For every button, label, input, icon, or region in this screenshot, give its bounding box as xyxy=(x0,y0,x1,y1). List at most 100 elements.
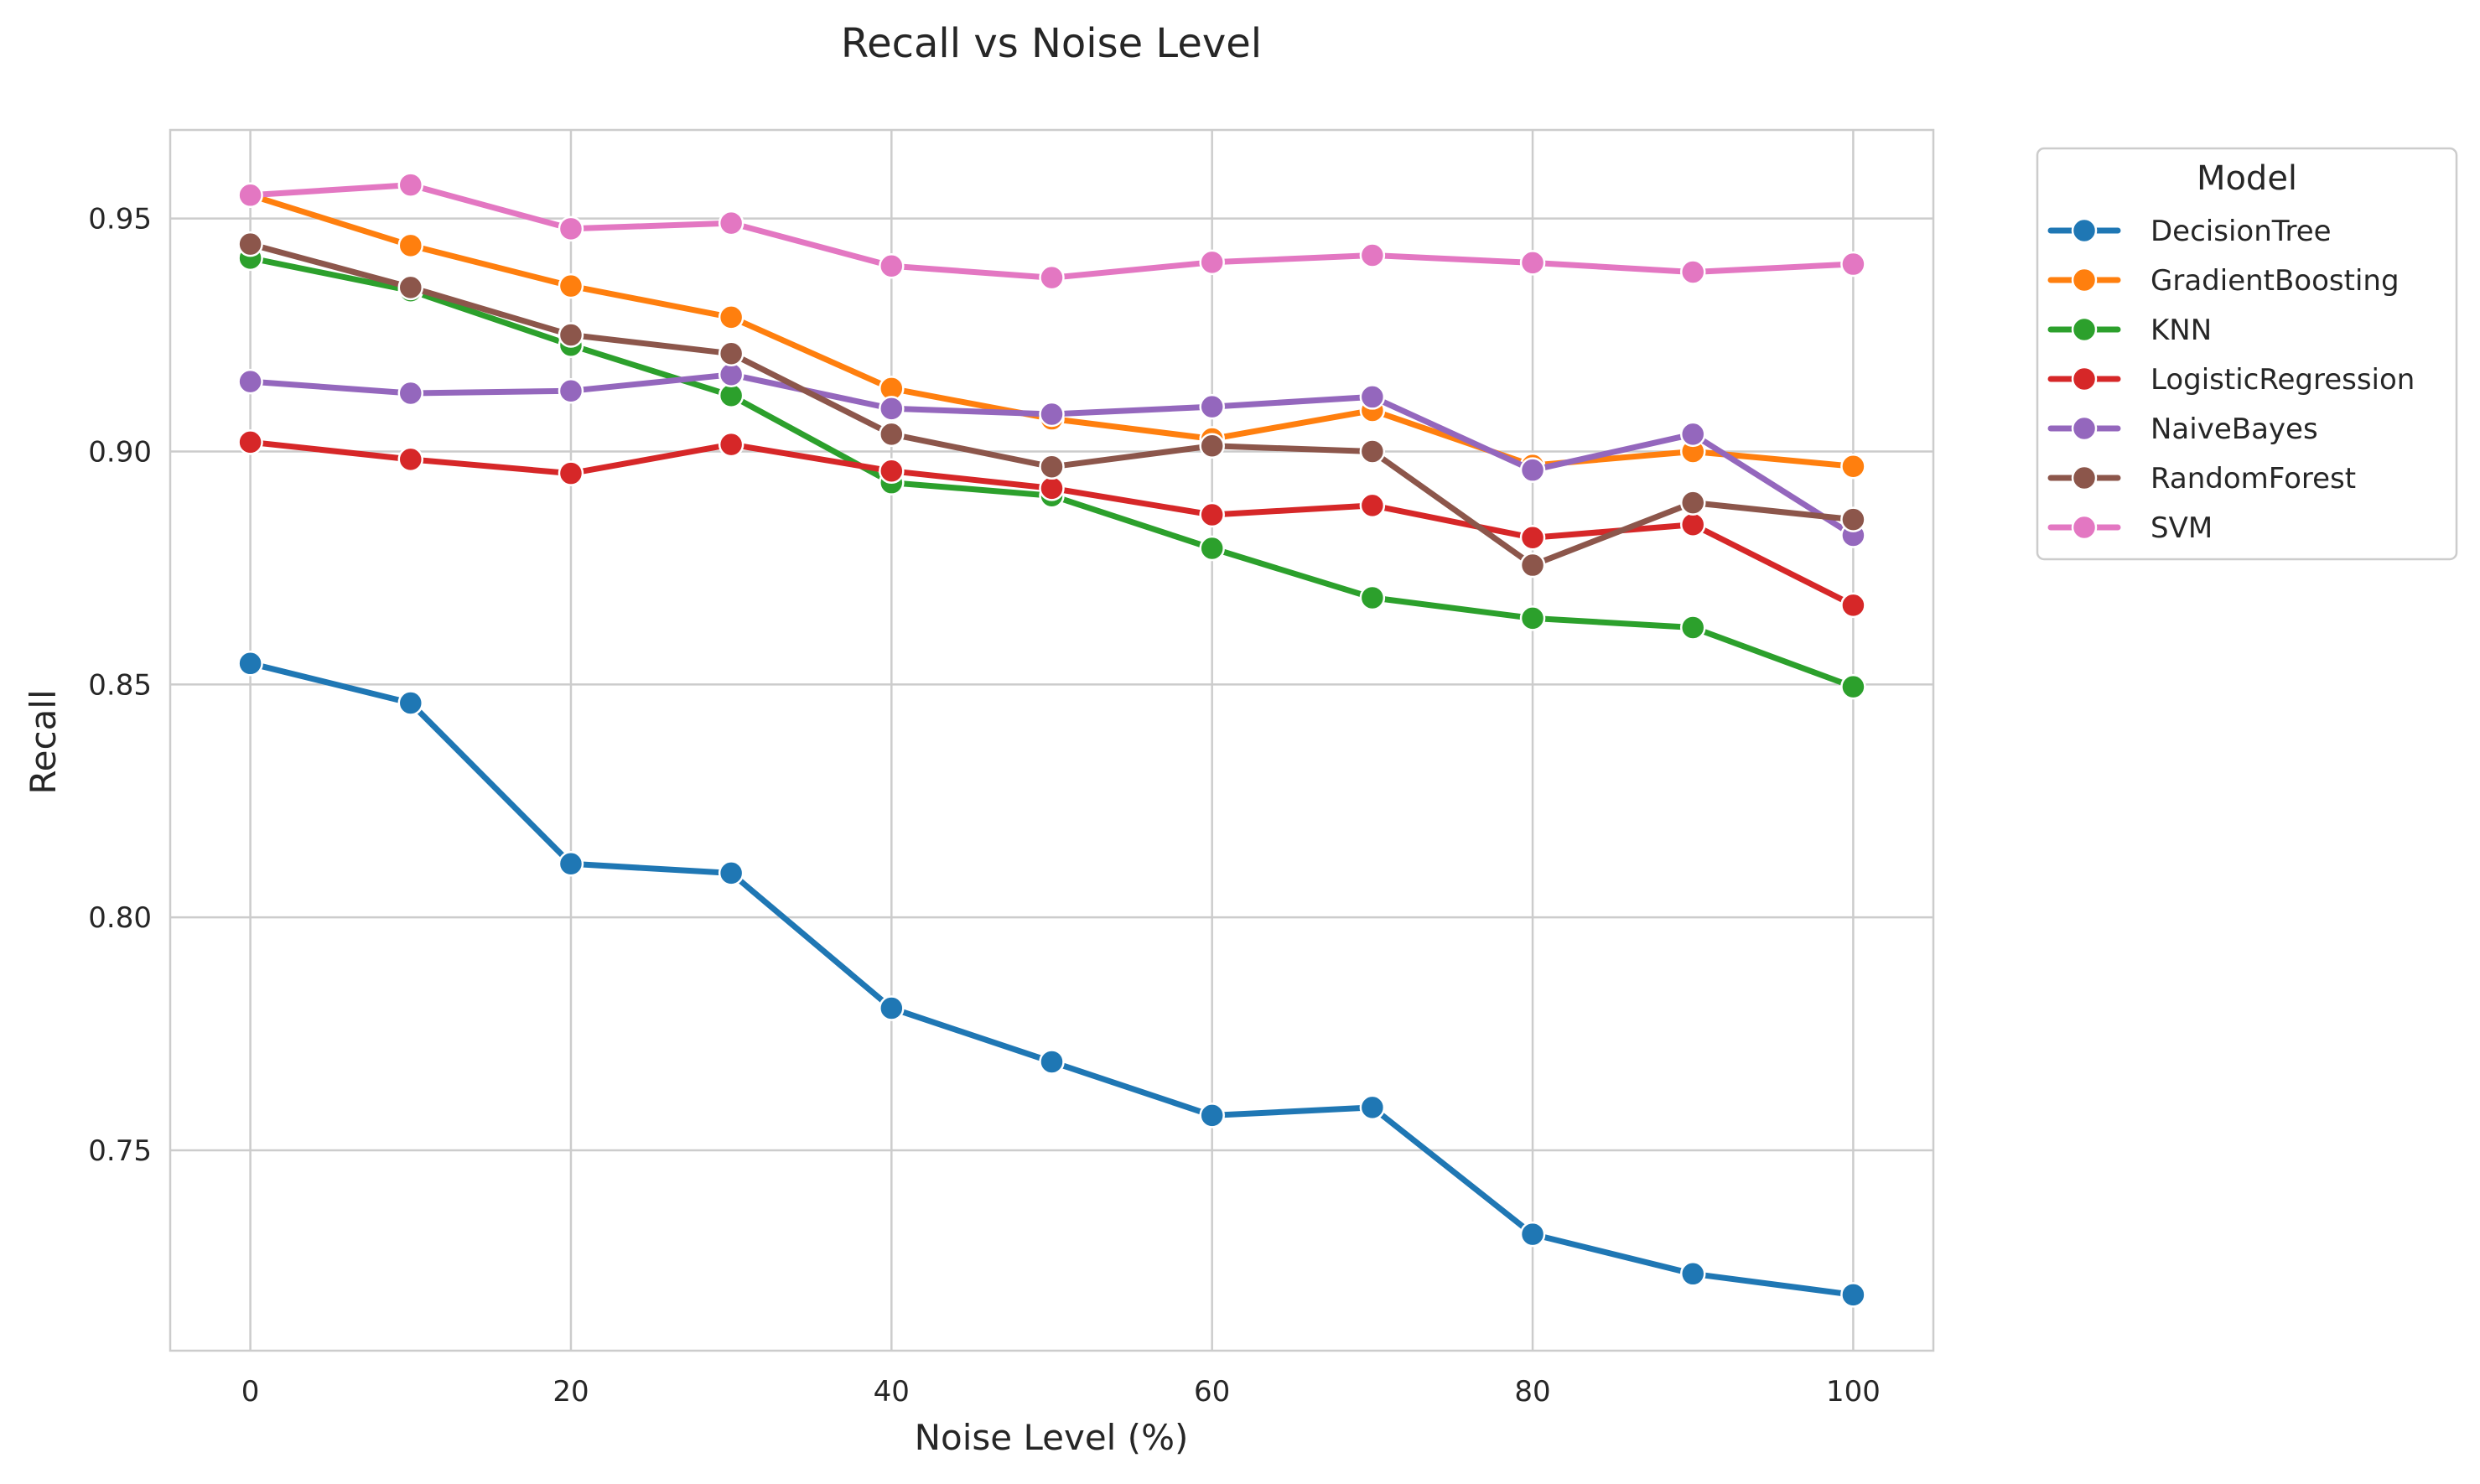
data-point-decisiontree xyxy=(1039,1049,1065,1075)
data-point-knn xyxy=(1199,535,1225,562)
data-point-randomforest xyxy=(1039,454,1065,480)
data-point-knn xyxy=(1840,673,1866,700)
x-tick-label: 40 xyxy=(874,1375,910,1409)
data-point-logisticregression xyxy=(397,446,424,473)
data-point-knn xyxy=(1679,615,1706,641)
data-point-svm xyxy=(718,210,745,236)
x-tick-label: 60 xyxy=(1194,1375,1230,1409)
data-point-svm xyxy=(879,253,905,279)
legend-label-decisiontree: DecisionTree xyxy=(2151,215,2332,248)
legend-marker-svm xyxy=(2071,514,2098,541)
data-point-knn xyxy=(1519,605,1546,631)
data-point-svm xyxy=(558,215,584,242)
data-point-decisiontree xyxy=(718,860,745,886)
plot-area xyxy=(169,128,1935,1352)
data-point-logisticregression xyxy=(879,458,905,485)
series-layer xyxy=(237,172,1866,1308)
data-point-svm xyxy=(1679,259,1706,285)
data-point-randomforest xyxy=(237,231,263,257)
series-randomforest xyxy=(237,231,1866,579)
legend-item-logisticregression: LogisticRegression xyxy=(2047,363,2415,397)
data-point-randomforest xyxy=(718,340,745,366)
data-point-decisiontree xyxy=(1679,1261,1706,1287)
series-decisiontree xyxy=(237,651,1866,1308)
data-point-decisiontree xyxy=(1199,1103,1225,1129)
series-svm xyxy=(237,172,1866,291)
legend-item-knn: KNN xyxy=(2047,314,2212,347)
y-tick-label: 0.85 xyxy=(88,668,152,702)
series-logisticregression xyxy=(237,429,1866,619)
data-point-naivebayes xyxy=(558,377,584,404)
data-point-naivebayes xyxy=(1199,393,1225,420)
data-point-knn xyxy=(1359,584,1386,611)
series-gradientboosting xyxy=(237,182,1866,480)
data-point-randomforest xyxy=(1519,552,1546,579)
data-point-naivebayes xyxy=(1039,401,1065,428)
x-tick-label: 80 xyxy=(1514,1375,1550,1409)
data-point-decisiontree xyxy=(1359,1094,1386,1121)
data-point-svm xyxy=(1840,251,1866,278)
data-point-randomforest xyxy=(1679,490,1706,516)
legend-label-naivebayes: NaiveBayes xyxy=(2151,413,2318,446)
data-point-randomforest xyxy=(558,322,584,348)
legend-marker-gradientboosting xyxy=(2071,267,2098,293)
legend-item-naivebayes: NaiveBayes xyxy=(2047,413,2318,446)
data-point-gradientboosting xyxy=(558,272,584,299)
legend-marker-knn xyxy=(2071,316,2098,343)
legend-item-svm: SVM xyxy=(2047,511,2213,545)
x-tick-label: 100 xyxy=(1826,1375,1881,1409)
data-point-decisiontree xyxy=(1840,1282,1866,1308)
data-point-randomforest xyxy=(1840,506,1866,532)
y-axis-label: Recall xyxy=(23,689,64,794)
legend-label-randomforest: RandomForest xyxy=(2151,462,2356,496)
chart-title: Recall vs Noise Level xyxy=(841,20,1262,67)
series-line-decisiontree xyxy=(247,660,1856,1298)
data-point-logisticregression xyxy=(558,460,584,486)
data-point-naivebayes xyxy=(237,368,263,395)
data-point-logisticregression xyxy=(1519,525,1546,551)
data-point-decisiontree xyxy=(397,690,424,716)
data-point-naivebayes xyxy=(1359,384,1386,410)
data-point-decisiontree xyxy=(1519,1221,1546,1248)
data-point-logisticregression xyxy=(1359,492,1386,519)
data-point-logisticregression xyxy=(237,429,263,455)
data-point-gradientboosting xyxy=(1840,453,1866,480)
legend-marker-naivebayes xyxy=(2071,415,2098,442)
data-point-naivebayes xyxy=(1519,457,1546,483)
data-point-logisticregression xyxy=(1199,501,1225,528)
legend-box xyxy=(2036,147,2458,561)
x-tick-label: 0 xyxy=(241,1375,260,1409)
data-point-naivebayes xyxy=(879,396,905,422)
data-point-gradientboosting xyxy=(718,304,745,330)
data-point-svm xyxy=(1519,250,1546,276)
legend-item-randomforest: RandomForest xyxy=(2047,462,2356,496)
data-point-decisiontree xyxy=(237,651,263,677)
y-tick-label: 0.95 xyxy=(88,203,152,236)
legend-title: Model xyxy=(2197,159,2297,198)
legend-marker-decisiontree xyxy=(2071,217,2098,244)
data-point-logisticregression xyxy=(718,431,745,458)
legend-item-decisiontree: DecisionTree xyxy=(2047,215,2332,248)
data-point-logisticregression xyxy=(1679,511,1706,537)
legend-label-knn: KNN xyxy=(2151,314,2212,347)
data-point-svm xyxy=(397,172,424,198)
data-point-svm xyxy=(1039,264,1065,291)
data-point-randomforest xyxy=(879,421,905,448)
x-tick-label: 20 xyxy=(553,1375,589,1409)
data-point-logisticregression xyxy=(1039,475,1065,501)
legend-marker-randomforest xyxy=(2071,464,2098,491)
data-point-gradientboosting xyxy=(397,232,424,259)
legend-marker-logisticregression xyxy=(2071,366,2098,392)
data-point-decisiontree xyxy=(558,851,584,877)
grid xyxy=(170,130,1933,1351)
legend-label-svm: SVM xyxy=(2151,511,2213,545)
data-point-svm xyxy=(1199,249,1225,276)
legend-item-gradientboosting: GradientBoosting xyxy=(2047,264,2400,298)
data-point-randomforest xyxy=(397,274,424,301)
y-tick-label: 0.90 xyxy=(88,435,152,469)
legend-items: DecisionTree GradientBoosting KNN LogisticR… xyxy=(2047,215,2415,545)
data-point-svm xyxy=(1359,242,1386,268)
data-point-logisticregression xyxy=(1840,592,1866,619)
y-tick-label: 0.80 xyxy=(88,901,152,935)
